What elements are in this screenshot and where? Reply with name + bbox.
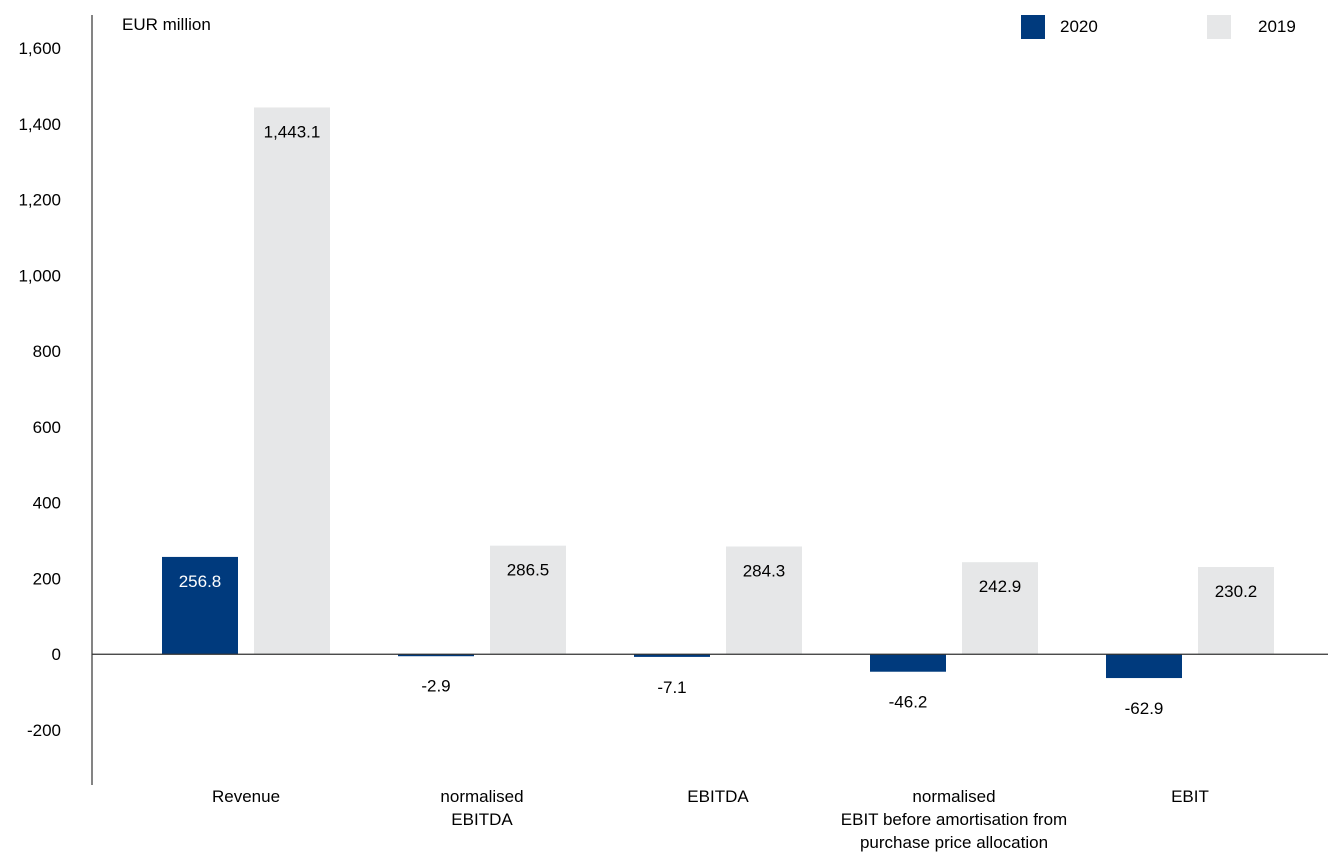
data-label-2019: 230.2 [1215, 582, 1258, 601]
y-tick-label: 200 [33, 569, 61, 588]
x-tick-label: EBITDA [687, 787, 749, 806]
legend-label-2019: 2019 [1258, 17, 1296, 36]
y-tick-label: -200 [27, 721, 61, 740]
bar-2019 [490, 545, 566, 655]
legend-item-2020: 2020 [1021, 15, 1098, 39]
x-tick-label: purchase price allocation [860, 833, 1048, 852]
y-tick-label: 600 [33, 418, 61, 437]
x-tick-label: Revenue [212, 787, 280, 806]
legend-swatch-2019 [1207, 15, 1231, 39]
bar-2020 [162, 556, 238, 655]
bar-2019 [1198, 567, 1274, 655]
data-label-2020: 256.8 [179, 572, 222, 591]
category-labels: Revenue normalised EBITDA EBITDA normalised E… [212, 787, 1209, 852]
y-tick-labels: -200 0 200 400 600 800 1,000 1,200 1,400 1,600 [18, 39, 61, 740]
legend-swatch-2020 [1021, 15, 1045, 39]
bar-2019 [962, 562, 1038, 655]
data-label-2020: -7.1 [657, 678, 686, 697]
bar-2019 [726, 546, 802, 655]
bar-2020 [870, 654, 946, 672]
y-tick-label: 400 [33, 494, 61, 513]
y-tick-label: 1,200 [18, 191, 61, 210]
x-tick-label: EBIT before amortisation from [841, 810, 1067, 829]
legend-item-2019: 2019 [1207, 15, 1296, 39]
value-labels: 256.8 1,443.1 -2.9 286.5 -7.1 284.3 -46.2 242.9… [179, 122, 1258, 718]
bar-2020 [634, 654, 710, 657]
x-tick-label: normalised [912, 787, 995, 806]
x-tick-label: EBIT [1171, 787, 1209, 806]
bars [162, 107, 1274, 679]
data-label-2019: 1,443.1 [264, 122, 321, 141]
bar-2020 [1106, 654, 1182, 679]
data-label-2019: 286.5 [507, 561, 550, 580]
y-tick-label: 1,400 [18, 115, 61, 134]
data-label-2019: 284.3 [743, 562, 786, 581]
y-tick-label: 0 [52, 645, 61, 664]
y-tick-label: 1,600 [18, 39, 61, 58]
y-tick-label: 1,000 [18, 266, 61, 285]
x-tick-label: normalised [440, 787, 523, 806]
data-label-2019: 242.9 [979, 577, 1022, 596]
bar-2020 [398, 654, 474, 657]
data-label-2020: -62.9 [1125, 699, 1164, 718]
unit-label: EUR million [122, 15, 211, 34]
y-tick-label: 800 [33, 342, 61, 361]
legend-label-2020: 2020 [1060, 17, 1098, 36]
data-label-2020: -46.2 [889, 693, 928, 712]
x-tick-label: EBITDA [451, 810, 513, 829]
data-label-2020: -2.9 [421, 676, 450, 695]
bar-2019 [254, 107, 330, 655]
